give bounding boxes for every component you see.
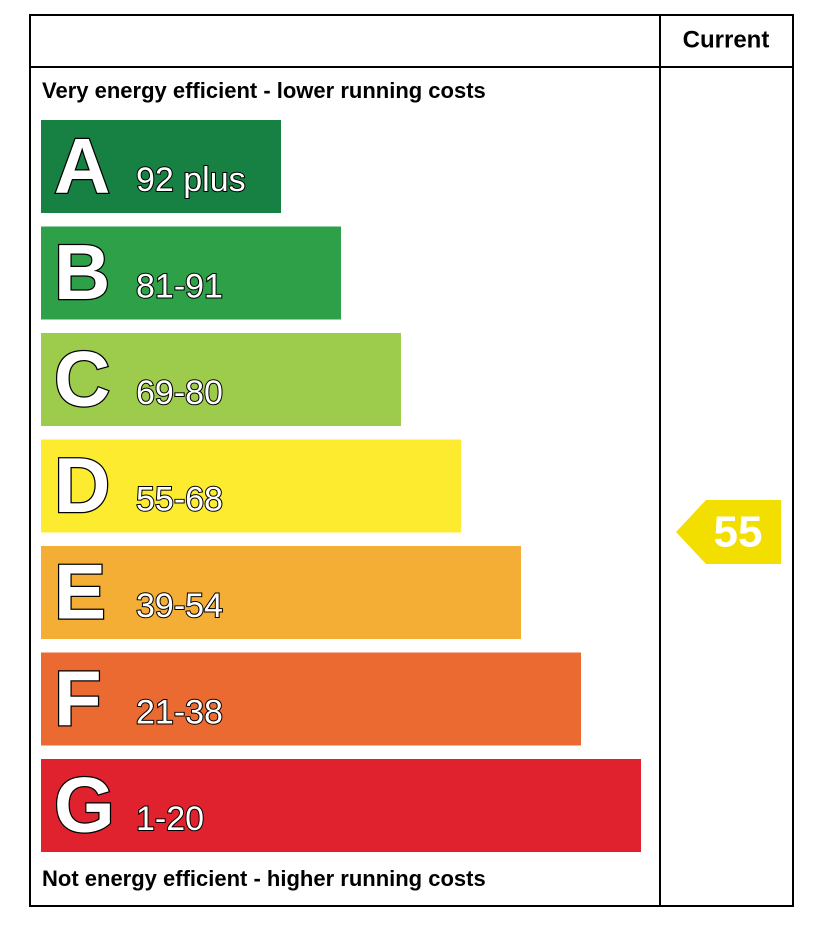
band-range: 92 plus [136,161,246,199]
band [41,333,401,426]
current-value: 55 [714,508,763,557]
band-range: 55-68 [136,480,223,518]
band-letter: C [54,335,110,423]
current-arrow [676,500,781,564]
band [41,226,341,320]
band-range: 69-80 [136,374,223,412]
frame [29,14,794,907]
band-range: 21-38 [136,693,223,731]
band [41,120,281,213]
band-letter: F [54,654,102,742]
band-letter: D [54,441,110,529]
band-letter: G [54,761,115,849]
band [41,546,521,639]
band-letter: A [54,122,110,210]
band-letter: B [54,228,110,316]
column-header: Current [683,26,770,53]
band [41,759,641,852]
band [41,652,581,746]
band-range: 81-91 [136,267,223,305]
top-note: Very energy efficient - lower running co… [42,78,486,103]
bottom-note: Not energy efficient - higher running co… [42,866,486,891]
band-range: 39-54 [136,587,223,625]
band-letter: E [54,548,106,636]
band-range: 1-20 [136,800,204,838]
band [41,439,461,533]
